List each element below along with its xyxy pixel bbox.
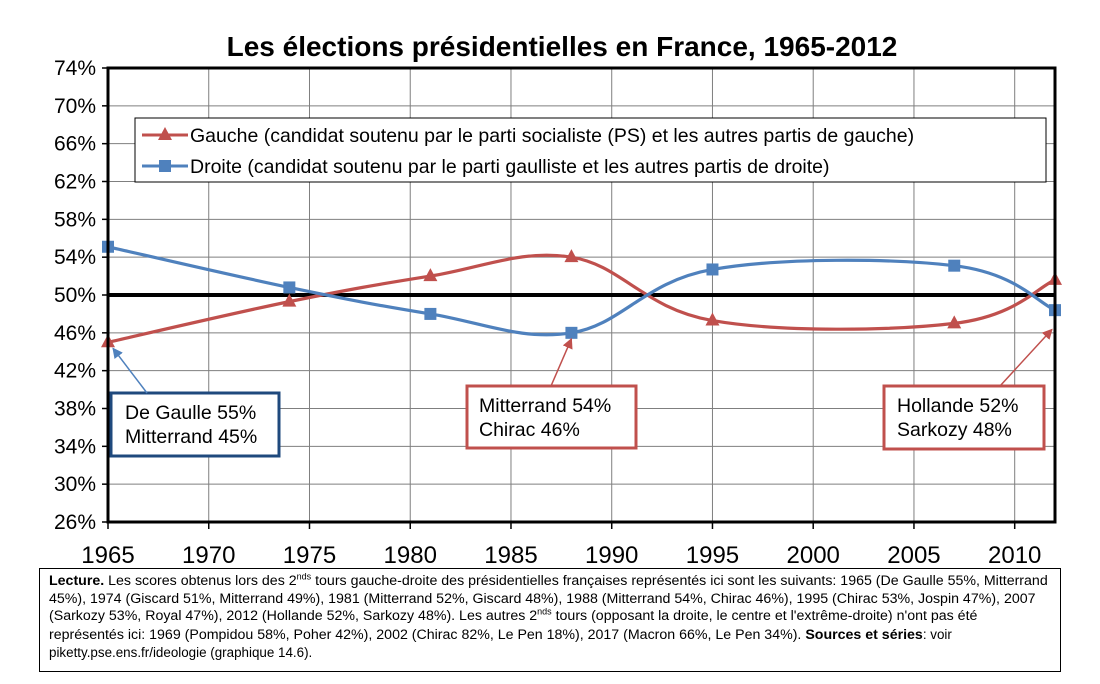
annotation-text: Chirac 46% [479, 419, 580, 441]
legend-label-gauche: Gauche (candidat soutenu par le parti so… [190, 125, 914, 147]
data-point-gauche [423, 268, 438, 282]
y-tick-label: 54% [54, 246, 96, 269]
x-tick-label: 2005 [887, 542, 940, 566]
x-tick-label: 1985 [484, 542, 537, 566]
annotation-box [465, 384, 638, 450]
annotation-text: De Gaulle 55% [125, 402, 256, 424]
annotation-text: Mitterrand 54% [479, 395, 611, 417]
x-tick-label: 1965 [81, 542, 134, 566]
x-tick-label: 2000 [787, 542, 840, 566]
note-text-1: Les scores obtenus lors des 2 [104, 573, 297, 589]
x-tick-label: 2010 [988, 542, 1041, 566]
series-group [101, 240, 1062, 348]
y-tick-label: 50% [54, 284, 96, 307]
data-point-droite [424, 307, 437, 320]
annotation-arrow [112, 347, 148, 394]
plot-frame-group [106, 66, 1057, 524]
y-tick-label: 62% [54, 171, 96, 194]
y-tick-label: 26% [54, 511, 96, 534]
data-point-gauche [282, 293, 297, 307]
annotation-arrow [550, 337, 573, 387]
note-sup-2: nds [537, 606, 552, 617]
note-text-2: tours gauche-droite des présidentielles … [49, 573, 1048, 625]
x-tick-label: 1975 [283, 542, 336, 566]
annotation-arrow [999, 328, 1053, 387]
y-tick-label: 66% [54, 133, 96, 156]
y-tick-label: 34% [54, 435, 96, 458]
y-axis-ticks: 26% 30% 34% 38% 42% 46% 50% 54% 58% 62% 66% 70% 74% [54, 57, 108, 534]
data-point-gauche [705, 312, 720, 326]
y-tick-label: 46% [54, 322, 96, 345]
annotation-text: Sarkozy 48% [897, 419, 1012, 441]
data-point-droite [948, 259, 961, 272]
x-tick-label: 1990 [585, 542, 638, 566]
y-tick-label: 42% [54, 360, 96, 383]
y-tick-label: 70% [54, 95, 96, 118]
note-sup-1: nds [296, 571, 312, 582]
data-point-droite [706, 263, 719, 276]
annotation-box [882, 384, 1046, 451]
note-sources-label: Sources et séries [805, 626, 923, 643]
legend-marker-gauche [158, 127, 172, 140]
annotations: De Gaulle 55%Mitterrand 45% Mitterrand 54… [109, 328, 1053, 458]
x-tick-label: 1995 [686, 542, 739, 566]
note-sources-text: : voir piketty.pse.ens.fr/ideologie (gra… [49, 626, 952, 661]
plot-frame [106, 66, 1057, 524]
y-tick-label: 30% [54, 473, 96, 496]
y-tick-label: 58% [54, 208, 96, 231]
reading-note: Lecture. Les scores obtenus lors des 2nd… [39, 568, 1061, 672]
x-tick-label: 1980 [384, 542, 437, 566]
data-point-gauche [564, 249, 579, 263]
data-point-gauche [947, 315, 962, 329]
legend-box [134, 117, 1047, 183]
annotation-text: Hollande 52% [897, 395, 1018, 417]
chart: Les élections présidentielles en France,… [54, 31, 1062, 566]
legend-label-droite: Droite (candidat soutenu par le parti ga… [190, 156, 830, 178]
chart-title: Les élections présidentielles en France,… [227, 31, 898, 62]
y-tick-label: 38% [54, 398, 96, 421]
annotation-box [109, 391, 281, 458]
x-axis-ticks: 1965 1970 1975 1980 1985 1990 1995 2000 2005 2010 [81, 522, 1041, 566]
annotation-text: Mitterrand 45% [125, 426, 257, 448]
note-lead: Lecture. [49, 573, 105, 589]
x-tick-label: 1970 [182, 542, 235, 566]
legend: Gauche (candidat soutenu par le parti so… [134, 117, 1047, 183]
data-point-droite [283, 281, 296, 294]
note-text-3: tours (opposant la droite, le centre et … [49, 608, 978, 643]
data-point-droite [565, 326, 578, 339]
legend-marker-droite [159, 160, 171, 172]
y-tick-label: 74% [54, 57, 96, 80]
